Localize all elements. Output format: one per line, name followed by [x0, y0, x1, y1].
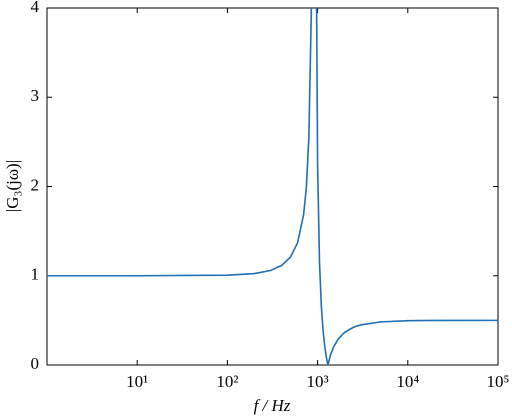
line-series [47, 8, 498, 365]
x-tick-label: 10⁵ [487, 372, 510, 391]
x-tick-label: 10¹ [126, 372, 148, 391]
y-tick-label: 1 [31, 265, 40, 284]
y-axis-label: |G₃(jω)| [3, 160, 22, 212]
x-axis-label: f / Hz [254, 396, 291, 415]
y-tick-label: 0 [31, 354, 40, 373]
y-tick-label: 4 [31, 0, 40, 16]
x-tick-label: 10³ [307, 372, 329, 391]
x-tick-label: 10² [216, 372, 238, 391]
plot-frame [46, 7, 499, 366]
y-tick-label: 3 [31, 86, 40, 105]
x-tick-label: 10⁴ [396, 372, 419, 391]
y-tick-label: 2 [31, 175, 40, 194]
